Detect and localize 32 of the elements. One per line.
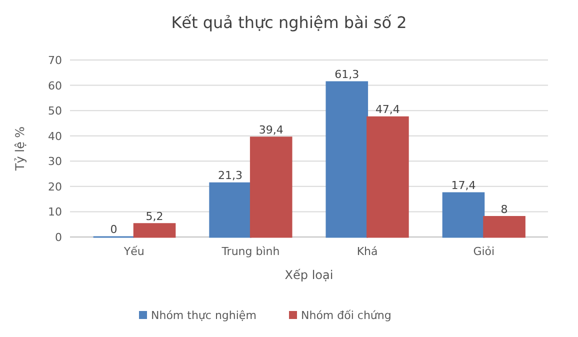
data-label: 47,4	[375, 103, 400, 116]
data-label: 0	[110, 223, 118, 236]
legend-label: Nhóm thực nghiệm	[151, 309, 256, 322]
data-label: 61,3	[334, 68, 360, 81]
y-tick-label: 50	[48, 104, 62, 118]
bar	[366, 116, 409, 238]
bar	[483, 216, 526, 238]
y-tick-label: 10	[48, 206, 62, 219]
bar	[133, 223, 176, 238]
x-axis-title: Xếp loại	[284, 268, 334, 282]
x-tick-label: Khá	[356, 245, 378, 258]
y-tick-label: 0	[55, 231, 62, 244]
y-axis-title: Tỷ lệ %	[13, 126, 27, 172]
data-label: 17,4	[451, 179, 476, 192]
x-tick-label: Yếu	[122, 245, 144, 258]
y-tick-label: 30	[48, 155, 62, 168]
x-tick-label: Giỏi	[473, 245, 495, 258]
data-label: 39,4	[258, 123, 284, 136]
bar	[326, 81, 368, 238]
bar	[209, 182, 252, 238]
y-tick-label: 60	[48, 79, 62, 92]
data-label: 21,3	[218, 169, 243, 182]
y-tick-label: 70	[48, 54, 62, 67]
y-tick-label: 20	[48, 180, 62, 194]
bar	[442, 192, 485, 238]
bar	[250, 136, 292, 238]
x-tick-label: Trung bình	[220, 245, 280, 258]
chart-title: Kết quả thực nghiệm bài số 2	[171, 13, 407, 32]
y-tick-label: 40	[48, 130, 62, 143]
data-label: 8	[500, 202, 508, 216]
data-label: 5,2	[146, 210, 164, 223]
legend-label: Nhóm đối chứng	[301, 309, 392, 322]
